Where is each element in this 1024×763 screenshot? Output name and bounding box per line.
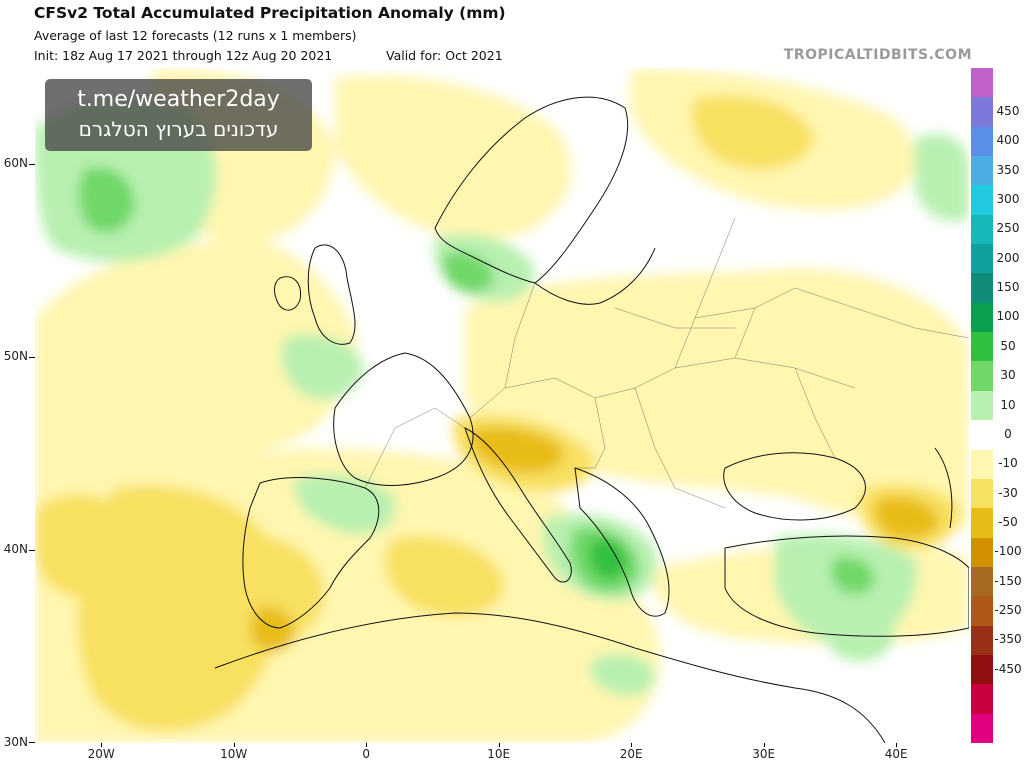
longitude-tick bbox=[498, 743, 500, 747]
longitude-tick bbox=[233, 743, 235, 747]
colorbar-swatch bbox=[971, 156, 993, 186]
latitude-label: 40N bbox=[3, 542, 28, 557]
longitude-label: 20W bbox=[87, 747, 115, 761]
longitude-tick bbox=[763, 743, 765, 747]
colorbar-swatch bbox=[971, 273, 993, 304]
colorbar-label: 0 bbox=[1004, 426, 1012, 441]
colorbar-label: 100 bbox=[996, 309, 1020, 324]
colorbar-swatch bbox=[971, 625, 993, 656]
latitude-label: 50N bbox=[3, 349, 28, 364]
init-time: Init: 18z Aug 17 2021 through 12z Aug 20… bbox=[34, 48, 333, 63]
colorbar-swatch bbox=[971, 654, 993, 685]
colorbar-label: -30 bbox=[998, 485, 1018, 500]
colorbar-swatch bbox=[971, 126, 993, 157]
longitude-label: 10W bbox=[220, 747, 248, 761]
colorbar-swatch bbox=[971, 684, 993, 715]
latitude-label: 60N bbox=[3, 156, 28, 171]
colorbar-swatch bbox=[971, 244, 993, 274]
telegram-hebrew-text: עדכונים בערוץ הטלגרם bbox=[78, 117, 279, 141]
latitude-label: 30N bbox=[3, 735, 28, 749]
colorbar-swatch bbox=[971, 508, 993, 539]
map-title: CFSv2 Total Accumulated Precipitation An… bbox=[34, 4, 506, 22]
colorbar-label: -150 bbox=[994, 573, 1022, 588]
longitude-label: 20E bbox=[619, 747, 643, 761]
colorbar bbox=[971, 68, 993, 744]
longitude-label: 30E bbox=[752, 747, 776, 761]
colorbar-swatch bbox=[971, 566, 993, 597]
longitude-tick bbox=[101, 743, 103, 747]
colorbar-label: 150 bbox=[996, 280, 1020, 295]
colorbar-label: 50 bbox=[1000, 338, 1016, 353]
colorbar-swatch bbox=[971, 420, 993, 451]
colorbar-swatch bbox=[971, 68, 993, 98]
valid-time: Valid for: Oct 2021 bbox=[386, 48, 503, 63]
precipitation-anomaly-map bbox=[35, 68, 969, 743]
country-borders bbox=[364, 217, 969, 509]
latitude-tick bbox=[29, 164, 35, 166]
map-subtitle: Average of last 12 forecasts (12 runs x … bbox=[34, 28, 357, 43]
colorbar-swatch bbox=[971, 478, 993, 509]
colorbar-swatch bbox=[971, 713, 993, 744]
longitude-label: 40E bbox=[884, 747, 908, 761]
colorbar-label: -250 bbox=[994, 602, 1022, 617]
colorbar-label: -100 bbox=[994, 544, 1022, 559]
longitude-tick bbox=[631, 743, 633, 747]
colorbar-swatch bbox=[971, 302, 993, 333]
colorbar-swatch bbox=[971, 185, 993, 216]
longitude-label: 10E bbox=[487, 747, 511, 761]
longitude-tick bbox=[896, 743, 898, 747]
colorbar-label: 200 bbox=[996, 250, 1020, 265]
colorbar-label: -350 bbox=[994, 632, 1022, 647]
colorbar-swatch bbox=[971, 361, 993, 392]
latitude-tick bbox=[29, 550, 35, 552]
colorbar-label: 10 bbox=[1000, 397, 1016, 412]
brand-watermark: TROPICALTIDBITS.COM bbox=[783, 47, 972, 63]
colorbar-swatch bbox=[971, 214, 993, 245]
colorbar-swatch bbox=[971, 596, 993, 627]
colorbar-swatch bbox=[971, 332, 993, 362]
colorbar-label: 400 bbox=[996, 133, 1020, 148]
colorbar-label: -10 bbox=[998, 456, 1018, 471]
colorbar-swatch bbox=[971, 449, 993, 480]
anomaly-shading bbox=[35, 68, 969, 743]
latitude-tick bbox=[29, 357, 35, 359]
longitude-tick bbox=[366, 743, 368, 747]
colorbar-label: 300 bbox=[996, 192, 1020, 207]
telegram-overlay: t.me/weather2day עדכונים בערוץ הטלגרם bbox=[45, 79, 312, 151]
colorbar-label: 30 bbox=[1000, 368, 1016, 383]
longitude-label: 0 bbox=[362, 747, 371, 761]
colorbar-label: -450 bbox=[994, 661, 1022, 676]
latitude-tick bbox=[29, 742, 35, 743]
coastlines-lines bbox=[214, 96, 969, 743]
colorbar-label: -50 bbox=[998, 514, 1018, 529]
colorbar-swatch bbox=[971, 537, 993, 568]
telegram-link-text: t.me/weather2day bbox=[77, 87, 280, 112]
colorbar-swatch bbox=[971, 97, 993, 128]
colorbar-swatch bbox=[971, 390, 993, 421]
colorbar-label: 350 bbox=[996, 162, 1020, 177]
colorbar-label: 450 bbox=[996, 104, 1020, 119]
colorbar-label: 250 bbox=[996, 221, 1020, 236]
